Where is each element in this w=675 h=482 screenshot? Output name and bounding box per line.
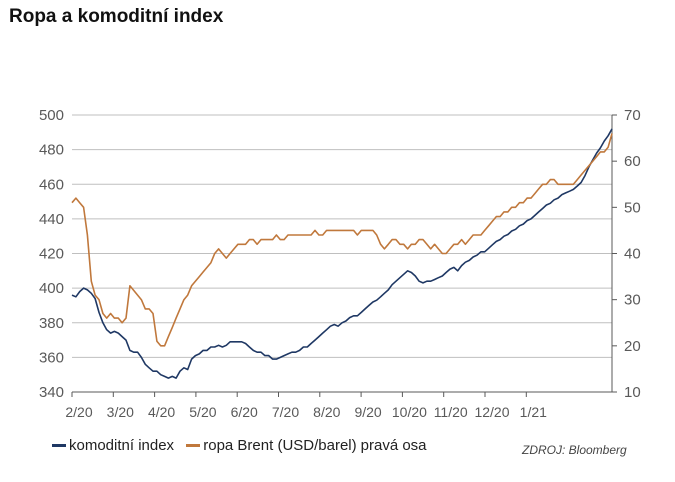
x-tick-label: 8/20: [313, 404, 340, 420]
legend-swatch-komoditni: [52, 444, 66, 447]
series-lines: [71, 128, 613, 379]
left-axis-ticks: 340 360 380 400 420 440 460 480 500: [39, 107, 64, 401]
x-tick-label: 3/20: [107, 404, 134, 420]
x-tick-label: 6/20: [231, 404, 258, 420]
x-tick-label: 5/20: [189, 404, 216, 420]
x-tick-label: 11/20: [434, 404, 468, 420]
left-tick-label: 500: [39, 107, 64, 124]
right-tick-label: 70: [624, 107, 641, 124]
legend: komoditní index ropa Brent (USD/barel) p…: [52, 434, 435, 454]
x-tick-label: 10/20: [392, 404, 427, 420]
x-tick-label: 4/20: [148, 404, 175, 420]
legend-label-brent: ropa Brent (USD/barel): [203, 437, 357, 454]
x-tick-label: 1/21: [520, 404, 547, 420]
legend-swatch-brent: [186, 444, 201, 447]
left-tick-label: 360: [39, 349, 64, 366]
chart-title: Ropa a komoditní index: [9, 6, 224, 27]
right-tick-label: 30: [624, 292, 641, 309]
x-tick-label: 12/20: [474, 404, 509, 420]
legend-label-komoditni: komoditní index: [69, 437, 175, 454]
left-tick-label: 340: [39, 384, 64, 401]
legend-axis-note: pravá osa: [360, 437, 427, 454]
x-tick-label: 2/20: [65, 404, 92, 420]
source-note: ZDROJ: Bloomberg: [522, 443, 627, 457]
series-brent: [71, 133, 613, 347]
left-tick-label: 480: [39, 142, 64, 159]
left-tick-label: 400: [39, 280, 64, 297]
right-axis-ticks: 10 20 30 40 50 60 70: [612, 107, 641, 401]
left-tick-label: 420: [39, 246, 64, 263]
left-tick-label: 460: [39, 176, 64, 193]
right-tick-label: 50: [624, 199, 641, 216]
right-tick-label: 60: [624, 153, 641, 170]
right-tick-label: 10: [624, 384, 641, 401]
left-tick-label: 440: [39, 211, 64, 228]
legend-item-komoditni: komoditní index: [52, 437, 174, 454]
x-tick-label: 9/20: [354, 404, 381, 420]
x-tick-label: 7/20: [272, 404, 299, 420]
right-tick-label: 20: [624, 338, 641, 355]
gridlines: [72, 114, 612, 358]
legend-item-brent: ropa Brent (USD/barel) pravá osa: [186, 437, 427, 454]
x-axis-ticks: 2/20 3/20 4/20 5/20 6/20 7/20 8/20 9/20 10/20 11/…: [65, 392, 547, 420]
series-komoditni-index: [71, 128, 613, 379]
left-tick-label: 380: [39, 315, 64, 332]
right-tick-label: 40: [624, 246, 641, 263]
